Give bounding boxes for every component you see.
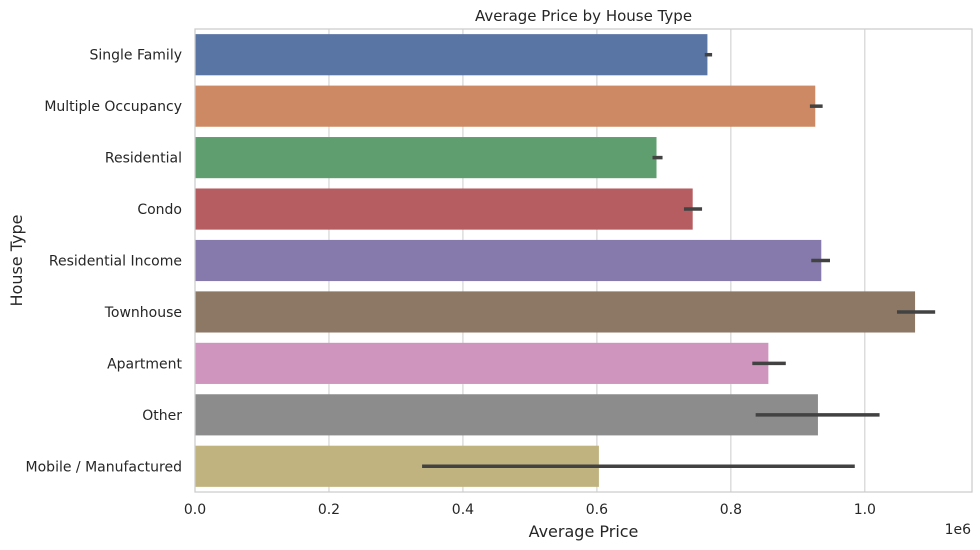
bar — [195, 188, 693, 230]
x-tick-label: 0.4 — [452, 502, 474, 518]
bar — [195, 394, 818, 436]
y-tick-label: Multiple Occupancy — [44, 99, 182, 115]
x-tick-label: 0.0 — [184, 502, 206, 518]
bar — [195, 291, 916, 333]
bar — [195, 34, 708, 76]
bar — [195, 239, 822, 282]
y-tick-label: Single Family — [89, 48, 182, 64]
x-axis-offset-label: 1e6 — [945, 522, 972, 538]
plot-frame — [194, 28, 973, 493]
y-tick-label: Residential — [105, 151, 182, 167]
y-tick-label: Apartment — [107, 356, 182, 372]
bar — [195, 342, 769, 384]
bar — [195, 137, 657, 179]
y-tick-label: Condo — [137, 202, 182, 218]
x-axis-label: Average Price — [529, 522, 639, 541]
chart-title: Average Price by House Type — [475, 7, 692, 25]
x-tick-label: 1.0 — [854, 502, 876, 518]
error-bars — [422, 52, 936, 469]
y-tick-label: Mobile / Manufactured — [26, 459, 182, 475]
y-tick-label: Townhouse — [104, 305, 182, 321]
y-axis-label: House Type — [7, 215, 26, 307]
x-tick-label: 0.2 — [318, 502, 340, 518]
x-tick-labels: 0.0 0.2 0.4 0.6 0.8 1.0 — [184, 502, 876, 518]
y-tick-label: Residential Income — [49, 254, 182, 270]
y-tick-label: Other — [142, 408, 182, 424]
x-tick-label: 0.8 — [720, 502, 742, 518]
y-tick-labels: Single Family Multiple Occupancy Residenti… — [26, 48, 183, 476]
bars — [195, 34, 916, 487]
bar — [195, 85, 816, 127]
x-tick-label: 0.6 — [586, 502, 608, 518]
